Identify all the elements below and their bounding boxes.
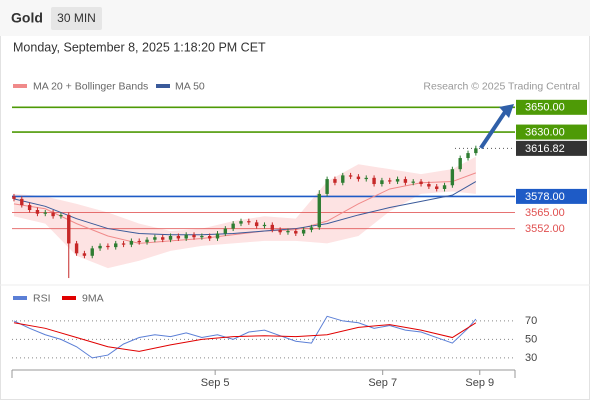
timeframe-label[interactable]: 30 MIN: [57, 11, 96, 25]
source: Research © 2025 Trading Central: [423, 80, 580, 92]
candle-body: [317, 193, 321, 228]
candle-body: [74, 243, 79, 254]
candle-body: [262, 224, 267, 227]
candle-body: [474, 148, 478, 154]
level-tag: [516, 99, 587, 115]
bollinger-band: [13, 156, 476, 269]
moving-average: [13, 181, 477, 236]
level-tag: [516, 124, 587, 140]
candle-body: [215, 233, 220, 239]
candle-body: [12, 196, 16, 199]
candle-body: [341, 175, 345, 183]
candle-body: [458, 158, 462, 170]
legend-label: MA 20 + Bollinger Bands: [33, 80, 148, 92]
datetime: Monday, September 8, 2025 1:18:20 PM CET: [13, 40, 266, 54]
legend-label: MA 50: [175, 80, 205, 92]
candle-body: [43, 212, 47, 214]
candle-body: [98, 245, 102, 249]
y-tick-label: 70: [525, 315, 537, 327]
level-label: 3565.00: [525, 207, 565, 219]
candle-body: [223, 228, 228, 234]
candle-body: [301, 229, 306, 234]
candle-body: [145, 239, 149, 243]
candle-body: [356, 176, 361, 180]
instrument-title: Gold: [11, 10, 43, 26]
candle-body: [411, 181, 415, 183]
level-tag: [516, 188, 587, 204]
candle-body: [176, 235, 181, 239]
candle-body: [192, 234, 196, 238]
level-label: 3630.00: [525, 126, 565, 138]
candle-body: [67, 214, 71, 244]
indicator-line: [13, 322, 477, 352]
forecast-arrowhead: [499, 104, 514, 118]
candle-body: [27, 205, 32, 211]
candle-body: [348, 175, 353, 177]
candle-body: [442, 185, 447, 189]
y-tick-label: 50: [525, 333, 537, 345]
candle-body: [333, 179, 337, 183]
level-tag: [516, 140, 587, 156]
candle-body: [231, 223, 235, 229]
candle-body: [294, 231, 298, 234]
legend-swatch: [13, 84, 27, 88]
x-tick-label: Sep 7: [368, 377, 397, 389]
candle-body: [161, 237, 165, 240]
level-label: 3578.00: [525, 191, 565, 203]
candle-body: [200, 235, 204, 238]
level-label: 3650.00: [525, 102, 565, 114]
candle-body: [137, 240, 141, 243]
candle-body: [364, 177, 368, 180]
candle-body: [247, 221, 251, 223]
candle-body: [395, 179, 400, 182]
candle-body: [35, 210, 40, 214]
candle-body: [153, 237, 157, 240]
candle-body: [239, 221, 243, 224]
candle-body: [388, 180, 392, 182]
candle-body: [121, 243, 126, 245]
candle-body: [20, 198, 24, 206]
candle-body: [278, 229, 282, 233]
level-label: 3616.82: [525, 143, 565, 155]
legend-swatch: [13, 296, 27, 300]
candle-body: [254, 222, 259, 227]
legend-swatch: [156, 84, 170, 88]
candle-body: [106, 245, 110, 248]
forecast-arrow: [479, 110, 507, 150]
candle-body: [184, 234, 188, 239]
candle-body: [51, 212, 55, 217]
candle-body: [435, 186, 439, 189]
candle-body: [325, 179, 329, 194]
candle-body: [82, 253, 87, 256]
candle-body: [450, 169, 455, 186]
candle-body: [380, 180, 384, 185]
indicator-line: [13, 315, 477, 359]
level-label: 3552.00: [525, 223, 565, 235]
candle-body: [207, 235, 212, 239]
candle-body: [129, 240, 134, 245]
candle-body: [427, 184, 431, 187]
legend-label: RSI: [33, 292, 51, 304]
timeframe-button[interactable]: [51, 7, 102, 30]
candle-body: [466, 153, 470, 159]
candle-body: [90, 248, 94, 256]
legend-swatch: [62, 296, 76, 300]
moving-average: [13, 172, 477, 244]
y-tick-label: 30: [525, 352, 537, 364]
candle-body: [59, 214, 63, 217]
candle-body: [419, 181, 423, 185]
legend-label: 9MA: [82, 292, 104, 304]
candle-body: [372, 177, 376, 185]
x-tick-label: Sep 5: [201, 377, 230, 389]
candle-body: [114, 243, 118, 248]
x-tick-label: Sep 9: [465, 377, 494, 389]
candle-body: [168, 235, 173, 240]
candle-body: [309, 227, 314, 230]
candle-body: [270, 224, 275, 230]
candle-body: [286, 231, 290, 233]
candle-body: [403, 179, 408, 183]
